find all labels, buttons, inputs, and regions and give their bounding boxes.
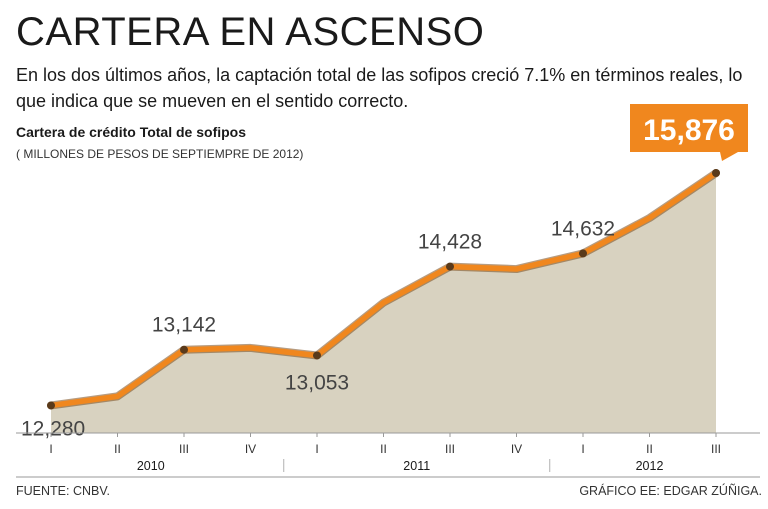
series-line <box>48 170 719 409</box>
credit-note: GRÁFICO EE: EDGAR ZÚÑIGA. <box>579 484 762 498</box>
callout-box <box>630 104 748 162</box>
data-point-marker <box>446 262 454 271</box>
x-tick-label: IV <box>511 442 522 456</box>
data-label: 13,142 <box>152 314 216 337</box>
year-label: 2010 <box>137 459 165 473</box>
x-tick-label: IV <box>245 442 256 456</box>
x-tick-label: I <box>315 442 318 456</box>
year-label: 2012 <box>636 459 664 473</box>
data-point-marker <box>313 351 321 360</box>
data-label: 14,428 <box>418 231 482 254</box>
x-tick-label: II <box>114 442 121 456</box>
page-subtitle: En los dos últimos años, la captación to… <box>16 65 743 111</box>
x-tick-label: I <box>49 442 52 456</box>
data-point-marker <box>579 249 587 258</box>
chart-title: Cartera de crédito Total de sofipos <box>16 124 247 140</box>
callout-value: 15,876 <box>643 114 735 147</box>
data-point-marker <box>180 345 188 354</box>
x-tick-label: II <box>380 442 387 456</box>
x-tick-label: III <box>445 442 455 456</box>
data-label: 12,280 <box>21 417 85 440</box>
data-point-marker <box>47 401 55 410</box>
x-tick-label: III <box>179 442 189 456</box>
data-label: 13,053 <box>285 371 349 394</box>
x-tick-label: II <box>646 442 653 456</box>
page-title: CARTERA EN ASCENSO <box>16 10 485 54</box>
year-label: 2011 <box>403 459 430 473</box>
data-label: 14,632 <box>551 217 615 240</box>
x-tick-label: I <box>581 442 584 456</box>
data-point-marker <box>712 169 720 178</box>
source-note: FUENTE: CNBV. <box>16 484 111 498</box>
x-tick-label: III <box>711 442 721 456</box>
chart-units: ( MILLONES DE PESOS DE SEPTIEMPRE DE 201… <box>16 147 304 161</box>
